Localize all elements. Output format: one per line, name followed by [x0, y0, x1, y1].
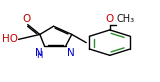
Text: N: N	[35, 48, 43, 58]
Text: O: O	[106, 14, 114, 24]
Text: N: N	[67, 48, 75, 58]
Text: H: H	[36, 51, 43, 60]
Text: CH₃: CH₃	[117, 14, 135, 24]
Text: HO: HO	[2, 34, 18, 44]
Text: O: O	[22, 14, 30, 24]
